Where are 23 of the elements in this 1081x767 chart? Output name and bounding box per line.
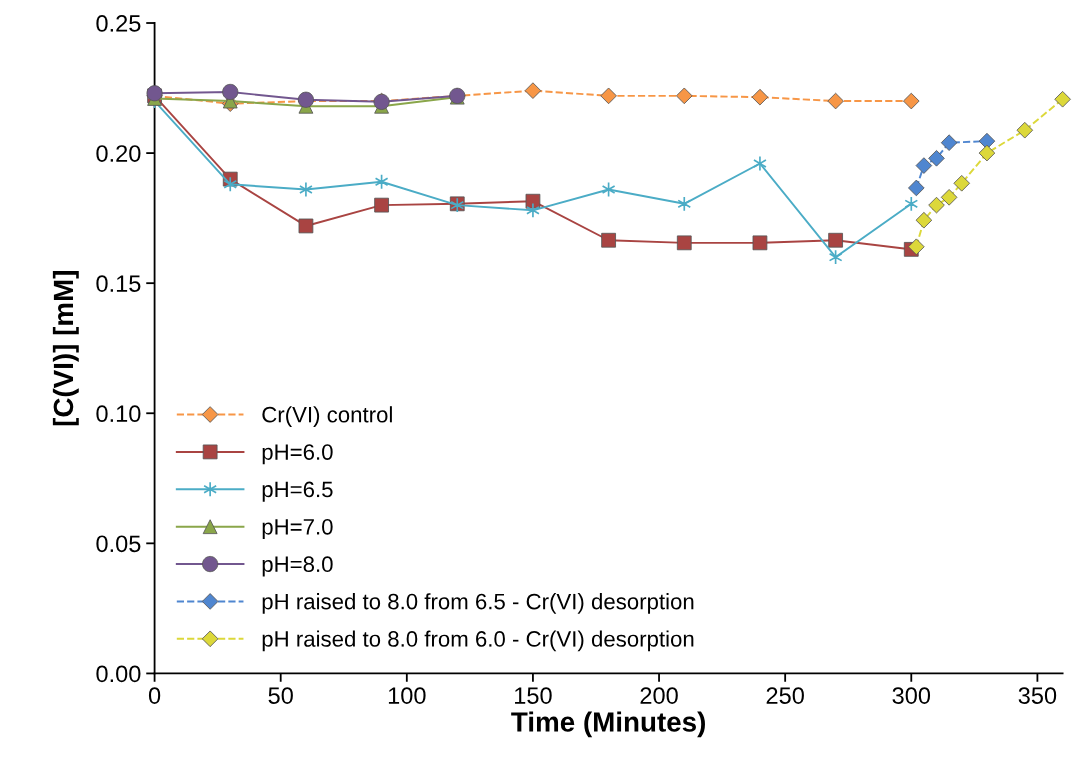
x-tick-label: 300: [892, 687, 931, 704]
x-tick-label: 350: [1018, 687, 1057, 704]
legend-label: pH=6.5: [262, 481, 333, 502]
x-tick-label: 150: [515, 687, 552, 704]
y-tick-label: 0.10: [96, 405, 141, 423]
y-tick-label: 0.20: [96, 145, 141, 162]
y-tick-label: 0.00: [96, 665, 141, 683]
x-axis-title: Time (Minutes): [511, 711, 705, 738]
y-axis-title: [C(VI)] [mM]: [52, 271, 79, 426]
y-tick-label: 0.15: [96, 275, 141, 292]
legend-label: pH raised to 8.0 from 6.5 - Cr(VI) desorption: [262, 593, 694, 614]
x-tick-label: 0: [148, 687, 161, 704]
x-tick-label: 50: [268, 687, 293, 704]
x-tick-label: 200: [640, 687, 678, 704]
x-tick-label: 100: [388, 687, 426, 704]
y-tick-label: 0.25: [96, 15, 141, 32]
legend-label: pH=7.0: [262, 518, 333, 540]
legend-label: pH raised to 8.0 from 6.0 - Cr(VI) desorption: [262, 630, 694, 652]
legend-label: pH=6.0: [262, 444, 333, 465]
y-tick-label: 0.05: [96, 535, 141, 553]
legend-label: Cr(VI) control: [262, 406, 392, 427]
legend-label: pH=8.0: [262, 556, 333, 577]
x-tick-label: 250: [766, 687, 804, 704]
